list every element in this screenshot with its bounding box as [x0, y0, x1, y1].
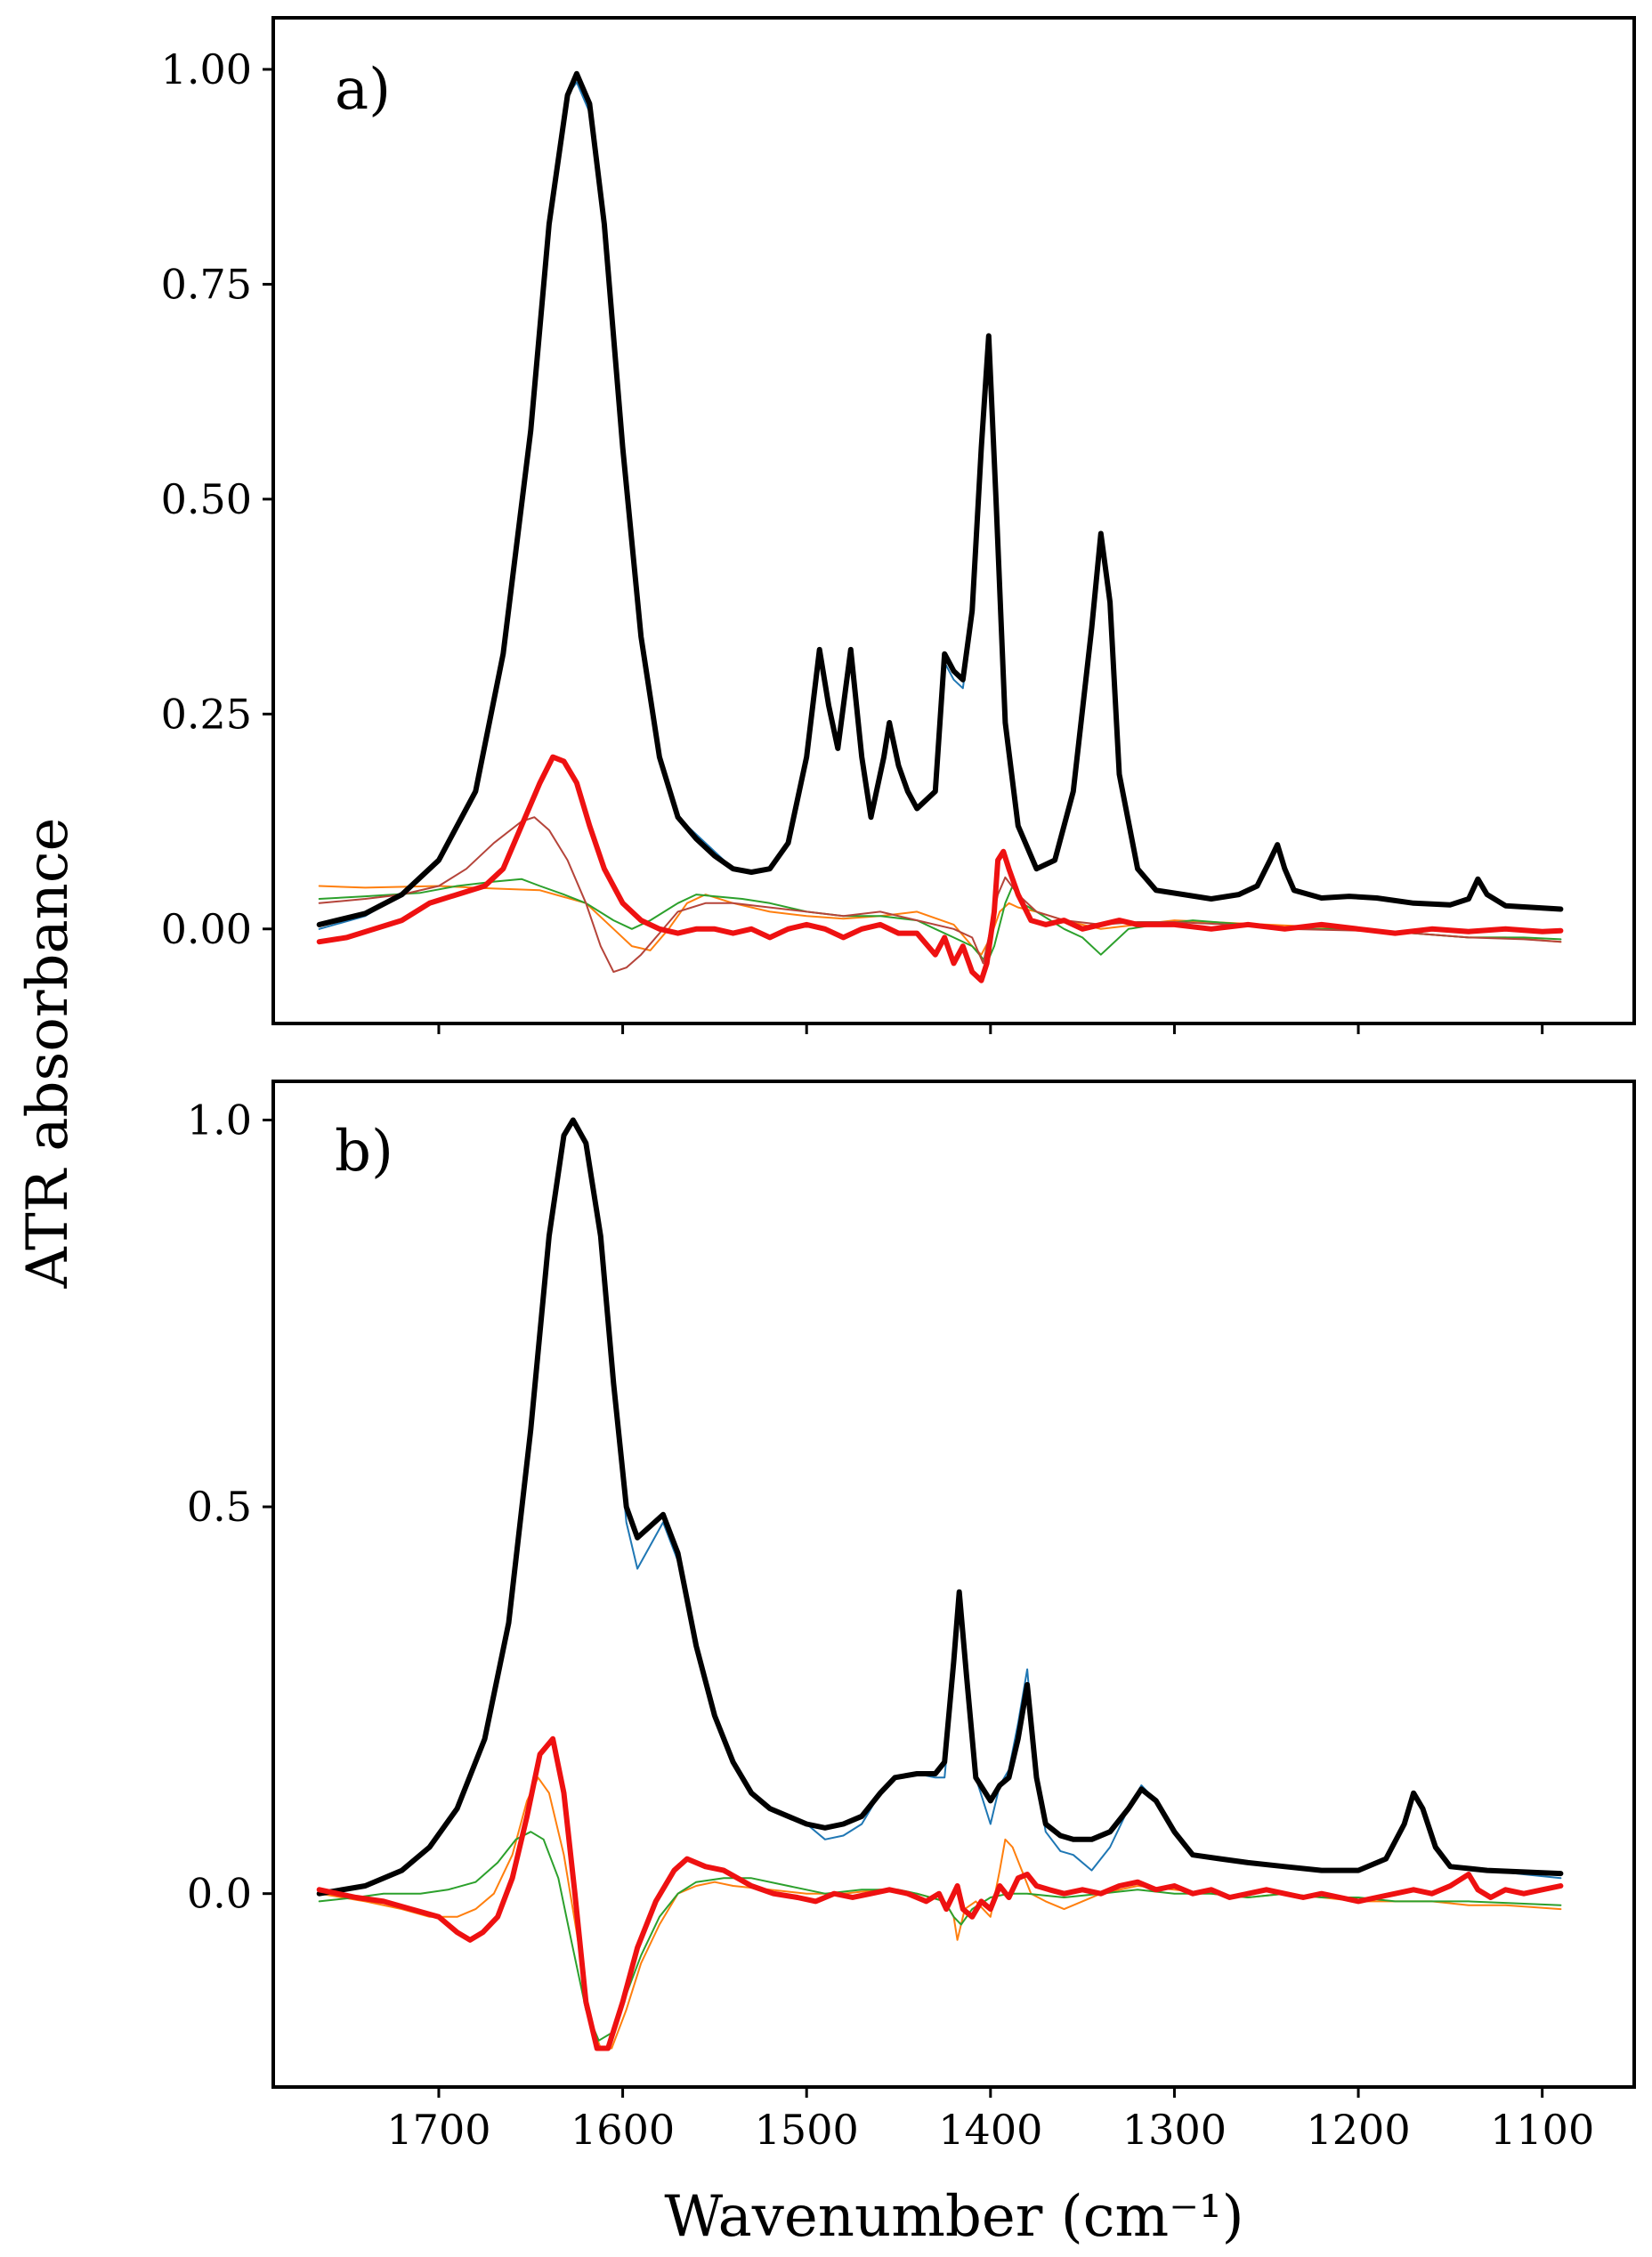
panel-b-xticks: 1700 1600 1500 1400 1300 1200 1100 — [386, 2087, 1594, 2154]
panel-b-xtick-label: 1300 — [1122, 2106, 1227, 2154]
panel-b-ytick-label: 0.5 — [187, 1483, 252, 1531]
panel-a-yticks: 0.00 0.25 0.50 0.75 1.00 — [161, 45, 273, 953]
panel-a-frame — [271, 16, 1636, 1025]
panel-a-xticks — [437, 1023, 1544, 1034]
panel-a-ytick-label: 1.00 — [161, 45, 252, 93]
panel-a-ytick-label: 0.75 — [161, 260, 252, 308]
panel-b-xtick-label: 1400 — [938, 2106, 1042, 2154]
panel-b-series-red — [316, 1735, 1564, 2051]
panel-b-xtick-label: 1500 — [755, 2106, 859, 2154]
panel-a-series — [316, 70, 1564, 983]
panel-b-xtick-label: 1700 — [386, 2106, 490, 2154]
panel-b-ytick-label: 0.0 — [187, 1870, 252, 1918]
panel-b-yticks: 0.0 0.5 1.0 — [187, 1096, 273, 1918]
panel-a-series-black — [316, 70, 1564, 927]
panel-a-series-red — [316, 754, 1564, 983]
panel-b-ytick-label: 1.0 — [187, 1096, 252, 1144]
panel-a: 0.00 0.25 0.50 0.75 1.00 a) — [161, 16, 1636, 1034]
panel-a-ytick-label: 0.50 — [161, 475, 252, 523]
panel-b-series — [316, 1117, 1564, 2051]
panel-b-xtick-label: 1600 — [571, 2106, 675, 2154]
panel-b-series-black — [316, 1117, 1564, 1897]
panel-b-label: b) — [335, 1119, 393, 1185]
panel-b-frame — [271, 1080, 1636, 2089]
panel-b-series-green — [318, 1831, 1562, 2042]
panel-a-ytick-label: 0.25 — [161, 690, 252, 738]
panel-b-xtick-label: 1200 — [1307, 2106, 1411, 2154]
panel-b: 0.0 0.5 1.0 1700 1600 1500 1400 1300 1200 1100 b… — [187, 1080, 1636, 2154]
panel-a-ytick-label: 0.00 — [161, 905, 252, 953]
y-axis-title: ATR absorbance — [15, 817, 81, 1289]
panel-a-label: a) — [335, 57, 391, 123]
panel-b-xtick-label: 1100 — [1490, 2106, 1594, 2154]
panel-a-series-green — [318, 878, 1562, 965]
x-axis-title: Wavenumber (cm⁻¹) — [664, 2184, 1243, 2250]
